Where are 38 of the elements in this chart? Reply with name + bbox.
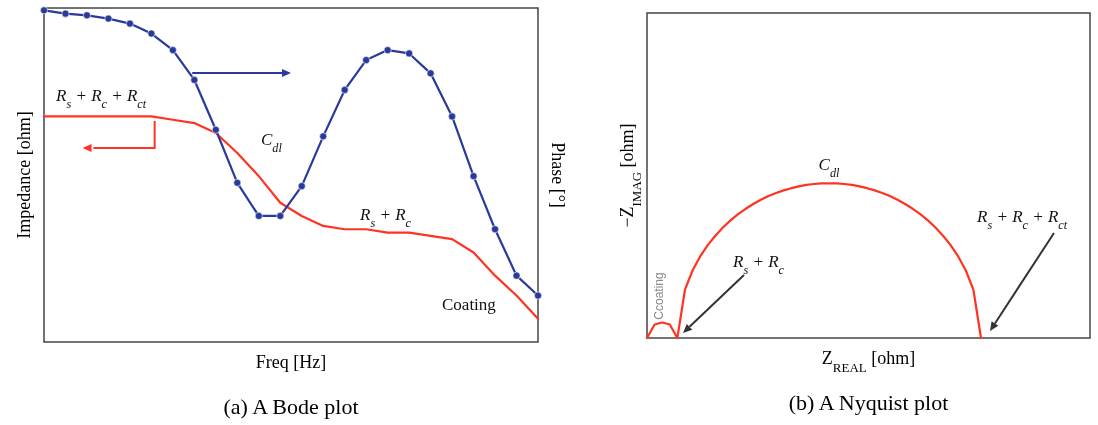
annotation: R$_{s}$ + R$_{c}$ + R$_{ct}$ bbox=[55, 86, 147, 111]
point bbox=[405, 49, 414, 58]
text: C$_{dl}$ bbox=[818, 155, 841, 180]
point bbox=[126, 19, 134, 28]
point bbox=[190, 76, 199, 84]
annotation: R$_{s}$ + R$_{c}$ bbox=[359, 205, 412, 230]
point bbox=[340, 86, 349, 94]
y-axis-title: Impedance [ohm] bbox=[14, 111, 34, 239]
y2-axis-title: Phase [°] bbox=[548, 142, 568, 208]
x-axis-title: Z$_{REAL}$ [ohm] bbox=[821, 348, 916, 375]
point bbox=[491, 225, 499, 234]
annotation: C$_{dl}$ bbox=[261, 130, 283, 155]
point bbox=[276, 212, 285, 220]
x-axis-title: Freq [Hz] bbox=[255, 352, 327, 372]
annotation: R$_{s}$ + R$_{c}$ bbox=[732, 252, 785, 277]
text: (a) A Bode plot bbox=[223, 394, 359, 419]
annotation: Ccoating bbox=[652, 272, 666, 320]
point bbox=[233, 178, 242, 187]
point bbox=[469, 172, 478, 181]
point bbox=[211, 125, 220, 134]
point bbox=[512, 271, 521, 280]
text: (b) A Nyquist plot bbox=[788, 390, 949, 415]
point bbox=[534, 291, 542, 300]
point bbox=[168, 46, 177, 55]
point bbox=[383, 46, 392, 55]
point bbox=[426, 69, 435, 78]
point bbox=[83, 11, 91, 20]
point bbox=[147, 29, 156, 38]
point bbox=[448, 112, 456, 121]
annotation: Coating bbox=[442, 295, 497, 314]
point bbox=[40, 6, 48, 15]
point bbox=[362, 56, 371, 64]
point bbox=[104, 14, 113, 23]
point bbox=[297, 182, 306, 191]
point bbox=[61, 9, 70, 18]
annotation: R$_{s}$ + R$_{c}$ + R$_{ct}$ bbox=[976, 207, 1068, 232]
point bbox=[254, 212, 263, 220]
point bbox=[319, 132, 328, 141]
